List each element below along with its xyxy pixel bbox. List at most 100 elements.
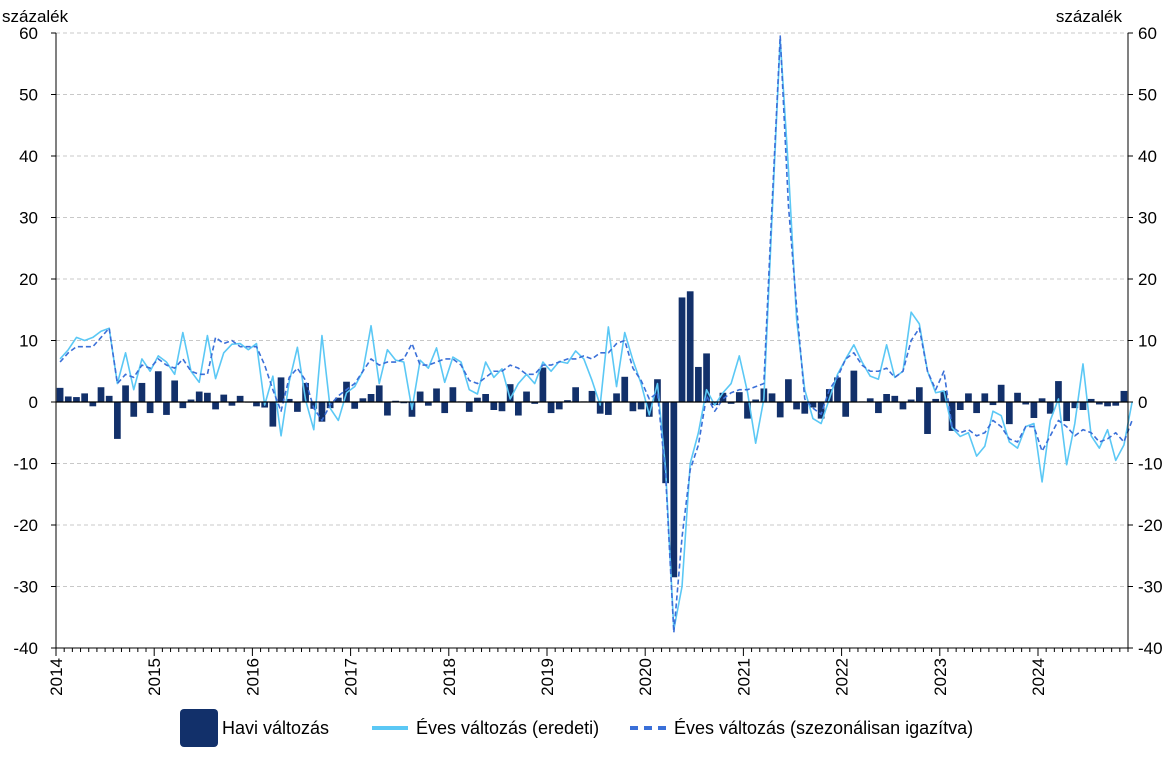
bar	[1120, 390, 1128, 402]
bar	[122, 385, 129, 402]
bar	[56, 387, 64, 402]
bar	[253, 402, 260, 407]
bar	[97, 387, 105, 402]
bar	[866, 398, 874, 402]
bar	[302, 382, 309, 402]
bar	[899, 402, 907, 410]
left-y-axis-ticks: 60 50 40 30 20 10 0 -10 -20 -30 -40	[13, 24, 56, 658]
bar	[752, 399, 760, 402]
bar	[441, 402, 449, 414]
bar	[956, 402, 964, 410]
legend-bar-swatch	[180, 709, 218, 747]
bar	[220, 394, 228, 402]
bar	[359, 398, 367, 402]
bar	[81, 393, 88, 402]
bar	[514, 402, 522, 416]
bar	[531, 402, 539, 404]
bar	[277, 377, 285, 402]
bar	[1038, 398, 1046, 402]
bar	[285, 398, 293, 402]
right-y-axis-ticks: 60 50 40 30 20 10 0 -10 -20 -30 -40	[1128, 24, 1163, 658]
y-tick-label-left: -40	[13, 639, 38, 658]
bar	[1014, 392, 1021, 402]
bar	[523, 391, 530, 402]
bar	[776, 402, 784, 418]
bar	[973, 402, 980, 414]
bar	[596, 402, 604, 414]
bar	[1063, 402, 1070, 422]
bar	[735, 392, 743, 402]
bar	[1022, 402, 1030, 405]
bar	[686, 291, 694, 402]
bar	[204, 392, 211, 402]
bar	[768, 393, 776, 402]
line-annual-change-seasonally-adjusted	[59, 35, 1133, 634]
bar	[130, 402, 138, 417]
y-tick-label-right: 50	[1138, 86, 1157, 105]
bar	[138, 382, 146, 402]
bar	[981, 393, 989, 402]
bar	[89, 402, 97, 407]
x-tick-label: 2018	[440, 658, 459, 696]
bar	[334, 397, 342, 402]
bar	[605, 402, 612, 415]
bar	[114, 402, 121, 439]
bar	[564, 400, 571, 402]
gridlines	[56, 32, 1128, 649]
bar	[572, 387, 579, 402]
bar	[727, 402, 735, 404]
bar	[662, 402, 670, 484]
x-tick-label: 2022	[833, 658, 852, 696]
bar	[629, 402, 637, 412]
bar	[785, 379, 792, 402]
bar	[1046, 402, 1054, 414]
bar	[228, 402, 236, 406]
bar	[506, 384, 514, 402]
bar	[367, 394, 375, 402]
bar	[793, 402, 800, 410]
bar	[212, 402, 219, 410]
bar	[932, 398, 940, 402]
bar	[1071, 402, 1079, 409]
bar	[318, 402, 326, 422]
legend-dashed-line-swatch	[630, 726, 666, 730]
bar	[474, 397, 481, 402]
x-tick-label: 2017	[342, 658, 361, 696]
y-tick-label-right: -30	[1138, 578, 1163, 597]
bar	[801, 402, 809, 414]
bar	[64, 396, 72, 402]
legend-item-annual-change-seasonally-adjusted: Éves változás (szezonálisan igazítva)	[630, 708, 973, 748]
legend-item-annual-change-original: Éves változás (eredeti)	[372, 708, 599, 748]
bar	[465, 402, 473, 412]
y-tick-label-left: 0	[29, 393, 38, 412]
bar	[1096, 402, 1103, 405]
y-tick-label-left: -30	[13, 578, 38, 597]
bar	[948, 402, 956, 431]
bar	[416, 391, 424, 402]
bar	[294, 402, 301, 412]
bar	[105, 395, 113, 402]
y-tick-label-right: 60	[1138, 24, 1157, 43]
y-tick-label-right: -20	[1138, 516, 1163, 535]
bar	[449, 387, 457, 402]
bar	[154, 371, 162, 402]
bar	[997, 384, 1005, 402]
right-axis-unit-label: százalék	[1056, 7, 1123, 26]
bar	[719, 392, 727, 402]
bar	[179, 402, 187, 409]
x-tick-label: 2020	[636, 658, 655, 696]
y-tick-label-right: -10	[1138, 455, 1163, 474]
bar	[825, 389, 833, 402]
bar	[1055, 381, 1062, 402]
bar	[1087, 398, 1095, 402]
y-tick-label-left: 40	[19, 147, 38, 166]
chart-canvas: százalék százalék 60 50 40 30 20 10 0 -10 -20 -30…	[2, 7, 1163, 696]
bar	[645, 402, 653, 417]
y-tick-label-right: -40	[1138, 639, 1163, 658]
x-tick-label: 2024	[1029, 658, 1048, 696]
y-tick-label-right: 20	[1138, 270, 1157, 289]
bar	[539, 367, 547, 402]
bar	[433, 388, 440, 402]
y-tick-label-left: -20	[13, 516, 38, 535]
y-tick-label-right: 30	[1138, 209, 1157, 228]
